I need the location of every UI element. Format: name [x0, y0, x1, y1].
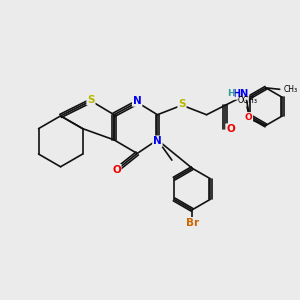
Text: N: N: [153, 136, 162, 146]
Text: HN: HN: [232, 89, 248, 99]
Text: S: S: [87, 95, 95, 105]
Text: Br: Br: [185, 218, 199, 228]
Text: O: O: [244, 113, 252, 122]
Text: O: O: [112, 165, 121, 175]
Text: OCH₃: OCH₃: [238, 96, 258, 105]
Text: N: N: [133, 96, 142, 106]
Text: CH₃: CH₃: [284, 85, 298, 94]
Text: S: S: [178, 99, 186, 109]
Text: O: O: [226, 124, 235, 134]
Text: H: H: [227, 89, 234, 98]
